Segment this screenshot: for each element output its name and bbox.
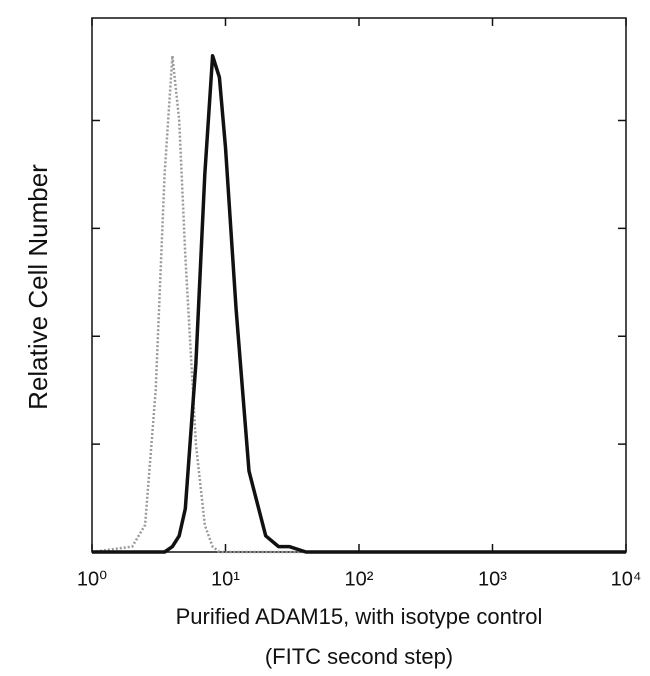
x-tick-label: 10⁰	[77, 568, 107, 590]
x-tick-label: 10⁴	[611, 568, 642, 590]
x-tick-label: 10¹	[211, 568, 240, 590]
histogram-line	[91, 54, 626, 554]
x-tick-label: 10²	[345, 568, 374, 590]
x-axis-label: (FITC second step)	[265, 644, 453, 669]
plot-frame	[91, 17, 627, 553]
y-axis-label: Relative Cell Number	[23, 164, 53, 410]
histogram-line	[92, 54, 626, 554]
x-tick-label: 10³	[478, 568, 507, 590]
x-axis-label: Purified ADAM15, with isotype control	[176, 604, 543, 629]
